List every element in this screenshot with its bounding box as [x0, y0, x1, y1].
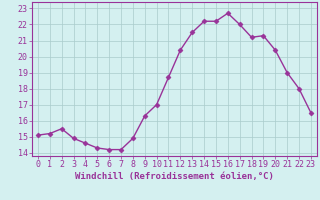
X-axis label: Windchill (Refroidissement éolien,°C): Windchill (Refroidissement éolien,°C) [75, 172, 274, 181]
